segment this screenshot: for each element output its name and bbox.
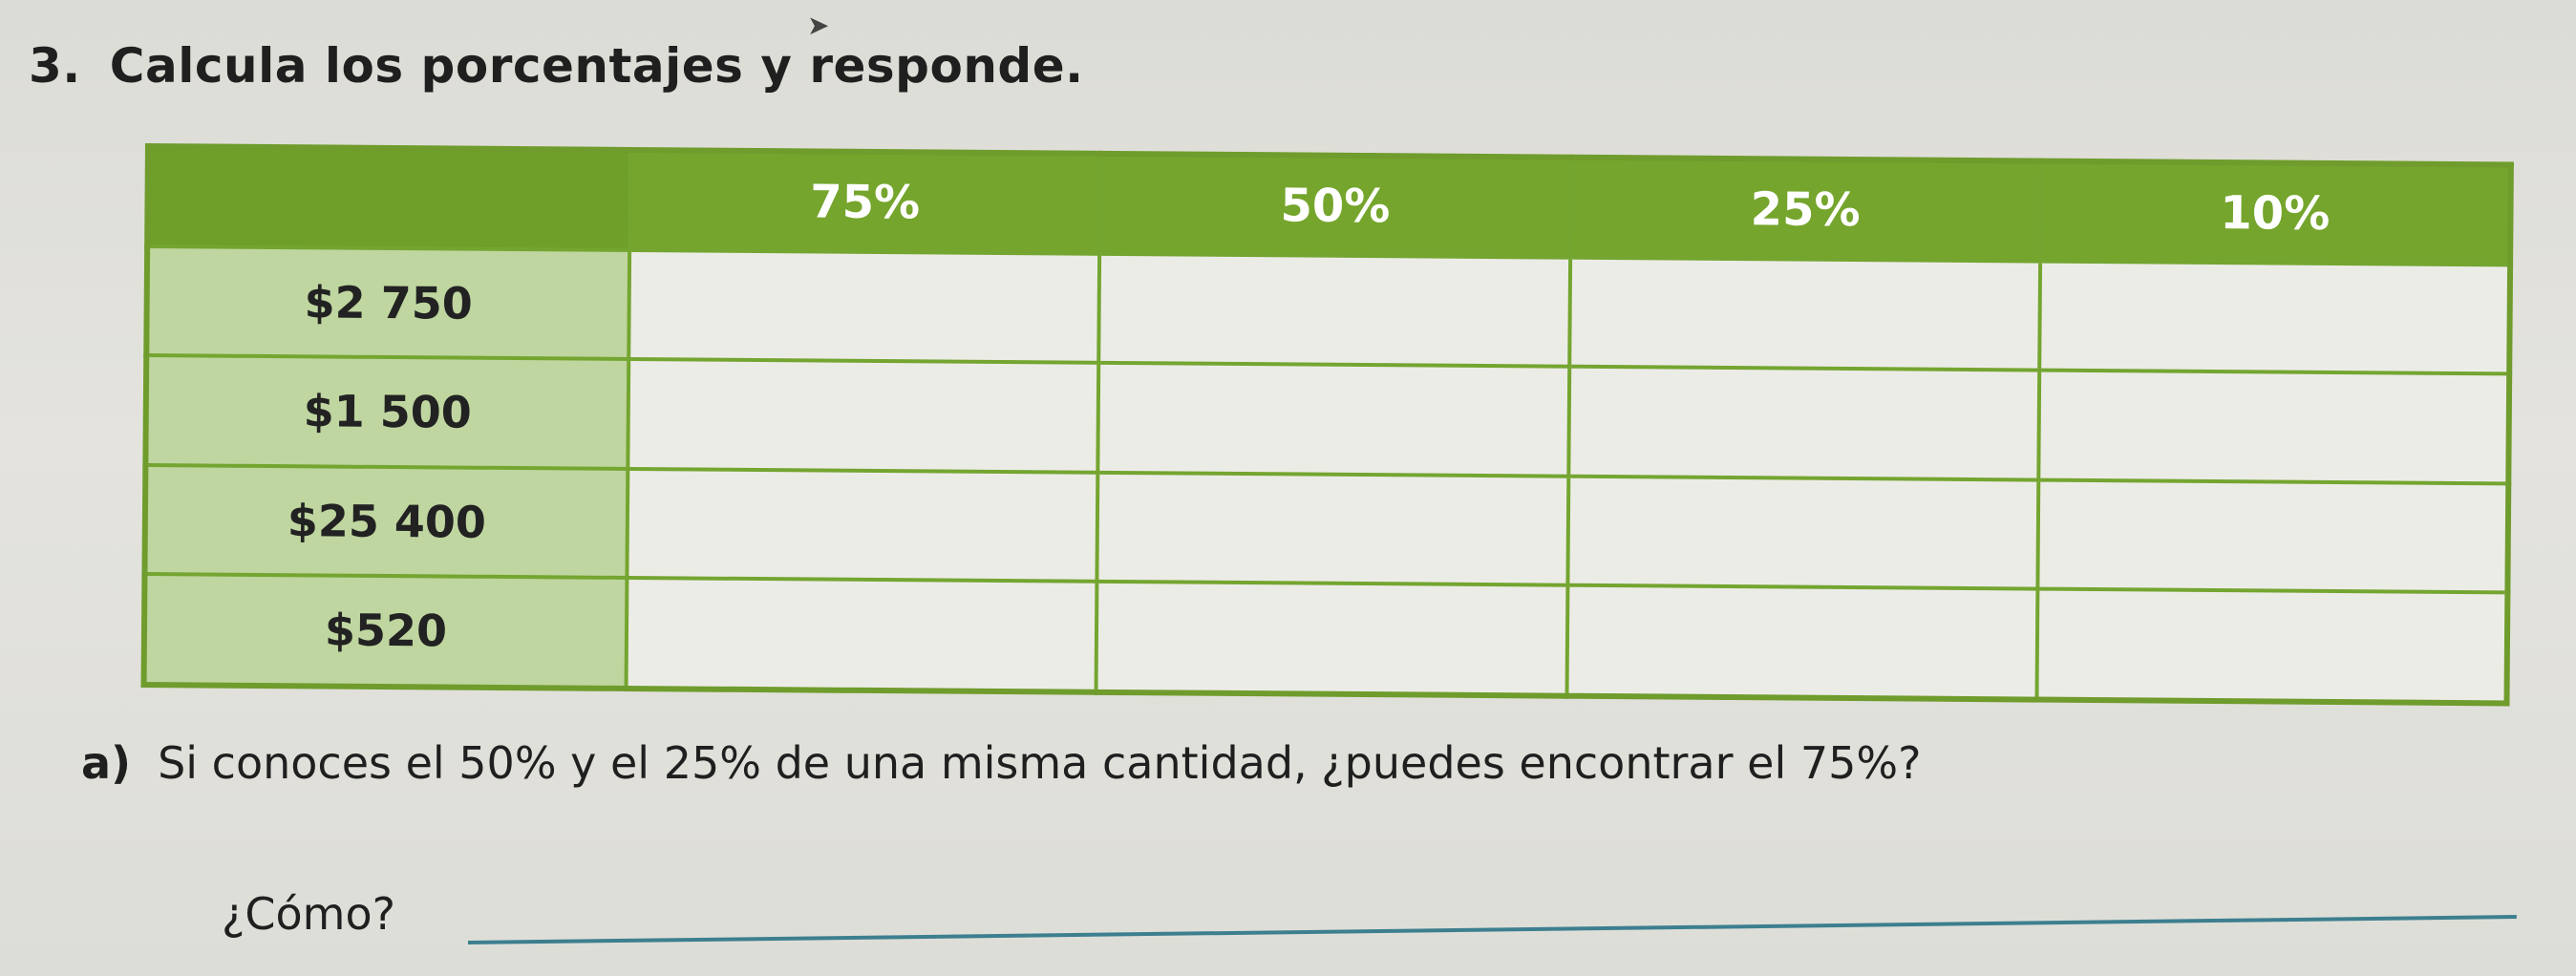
- row-header-amount: $2 750: [146, 246, 630, 360]
- table-row: $1 500: [145, 355, 2510, 483]
- percentage-table-container: 75% 50% 25% 10% $2 750 $1 500: [140, 143, 2514, 707]
- column-header-50: 50%: [1099, 153, 1571, 258]
- question-letter: a): [81, 737, 132, 789]
- answer-cell[interactable]: [1098, 253, 1570, 367]
- table-row: $2 750: [146, 246, 2511, 374]
- table-row: $520: [143, 573, 2508, 704]
- question-a: a) Si conoces el 50% y el 25% de una mism…: [81, 737, 1922, 789]
- answer-line[interactable]: [467, 915, 2517, 944]
- column-header-10: 10%: [2039, 160, 2511, 265]
- answer-cell[interactable]: [1096, 581, 1567, 696]
- table-corner-cell: [147, 146, 630, 250]
- row-header-amount: $1 500: [145, 355, 629, 469]
- answer-cell[interactable]: [2037, 479, 2509, 593]
- column-header-25: 25%: [1569, 157, 2041, 262]
- how-label: ¿Cómo?: [222, 888, 396, 940]
- exercise-title: 3. Calcula los porcentajes y responde.: [29, 38, 1084, 94]
- answer-cell[interactable]: [1566, 584, 2038, 700]
- percentage-table: 75% 50% 25% 10% $2 750 $1 500: [140, 143, 2514, 707]
- pen-mark: ➤: [807, 10, 830, 41]
- column-header-75: 75%: [629, 149, 1101, 254]
- answer-cell[interactable]: [626, 577, 1097, 692]
- answer-cell[interactable]: [1568, 257, 2040, 371]
- table-header-row: 75% 50% 25% 10%: [147, 146, 2511, 265]
- answer-cell[interactable]: [2038, 370, 2510, 483]
- answer-cell[interactable]: [1567, 366, 2039, 480]
- question-text: Si conoces el 50% y el 25% de una misma …: [158, 737, 1922, 789]
- exercise-instruction: Calcula los porcentajes y responde.: [109, 38, 1084, 94]
- answer-cell[interactable]: [1566, 476, 2039, 589]
- exercise-number: 3.: [29, 38, 81, 94]
- table-row: $25 400: [144, 464, 2509, 593]
- answer-cell[interactable]: [2036, 588, 2508, 704]
- answer-cell[interactable]: [627, 468, 1098, 582]
- answer-cell[interactable]: [2038, 261, 2511, 374]
- answer-cell[interactable]: [1097, 363, 1569, 477]
- answer-cell[interactable]: [1096, 472, 1568, 585]
- answer-cell[interactable]: [628, 249, 1100, 364]
- row-header-amount: $520: [143, 573, 628, 689]
- answer-cell[interactable]: [628, 359, 1099, 473]
- row-header-amount: $25 400: [144, 464, 628, 578]
